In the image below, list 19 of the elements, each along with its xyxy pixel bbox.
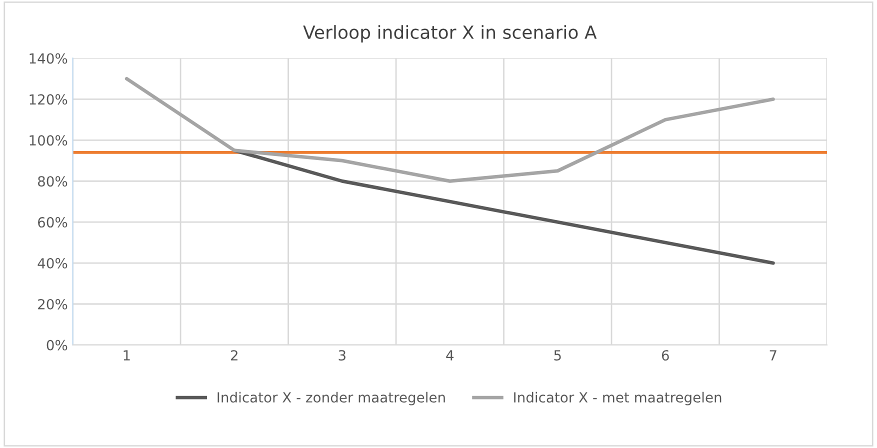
y-tick-label: 100% [30, 135, 68, 146]
x-tick-label: 6 [662, 350, 669, 361]
x-tick-label: 1 [124, 350, 130, 360]
line-series [124, 76, 775, 183]
y-tick-label: 0% [46, 340, 68, 350]
x-tick-label: 2 [231, 350, 238, 360]
y-tick-label: 60% [38, 217, 68, 228]
x-tick-label: 7 [770, 350, 776, 360]
y-tick-label: 140% [30, 53, 68, 64]
legend-label: Indicator X - met maatregelen [514, 392, 722, 406]
chart-title: Verloop indicator X in scenario A [303, 25, 597, 43]
x-tick-label: 3 [338, 350, 346, 361]
y-tick-label: 120% [30, 94, 68, 105]
legend-label: Indicator X - zonder maatregelen [218, 392, 445, 406]
y-tick-label: 20% [38, 298, 68, 310]
y-tick-label: 40% [38, 258, 68, 269]
x-tick-label: 4 [446, 350, 454, 360]
x-tick-label: 5 [554, 350, 561, 361]
y-tick-label: 80% [38, 176, 68, 187]
